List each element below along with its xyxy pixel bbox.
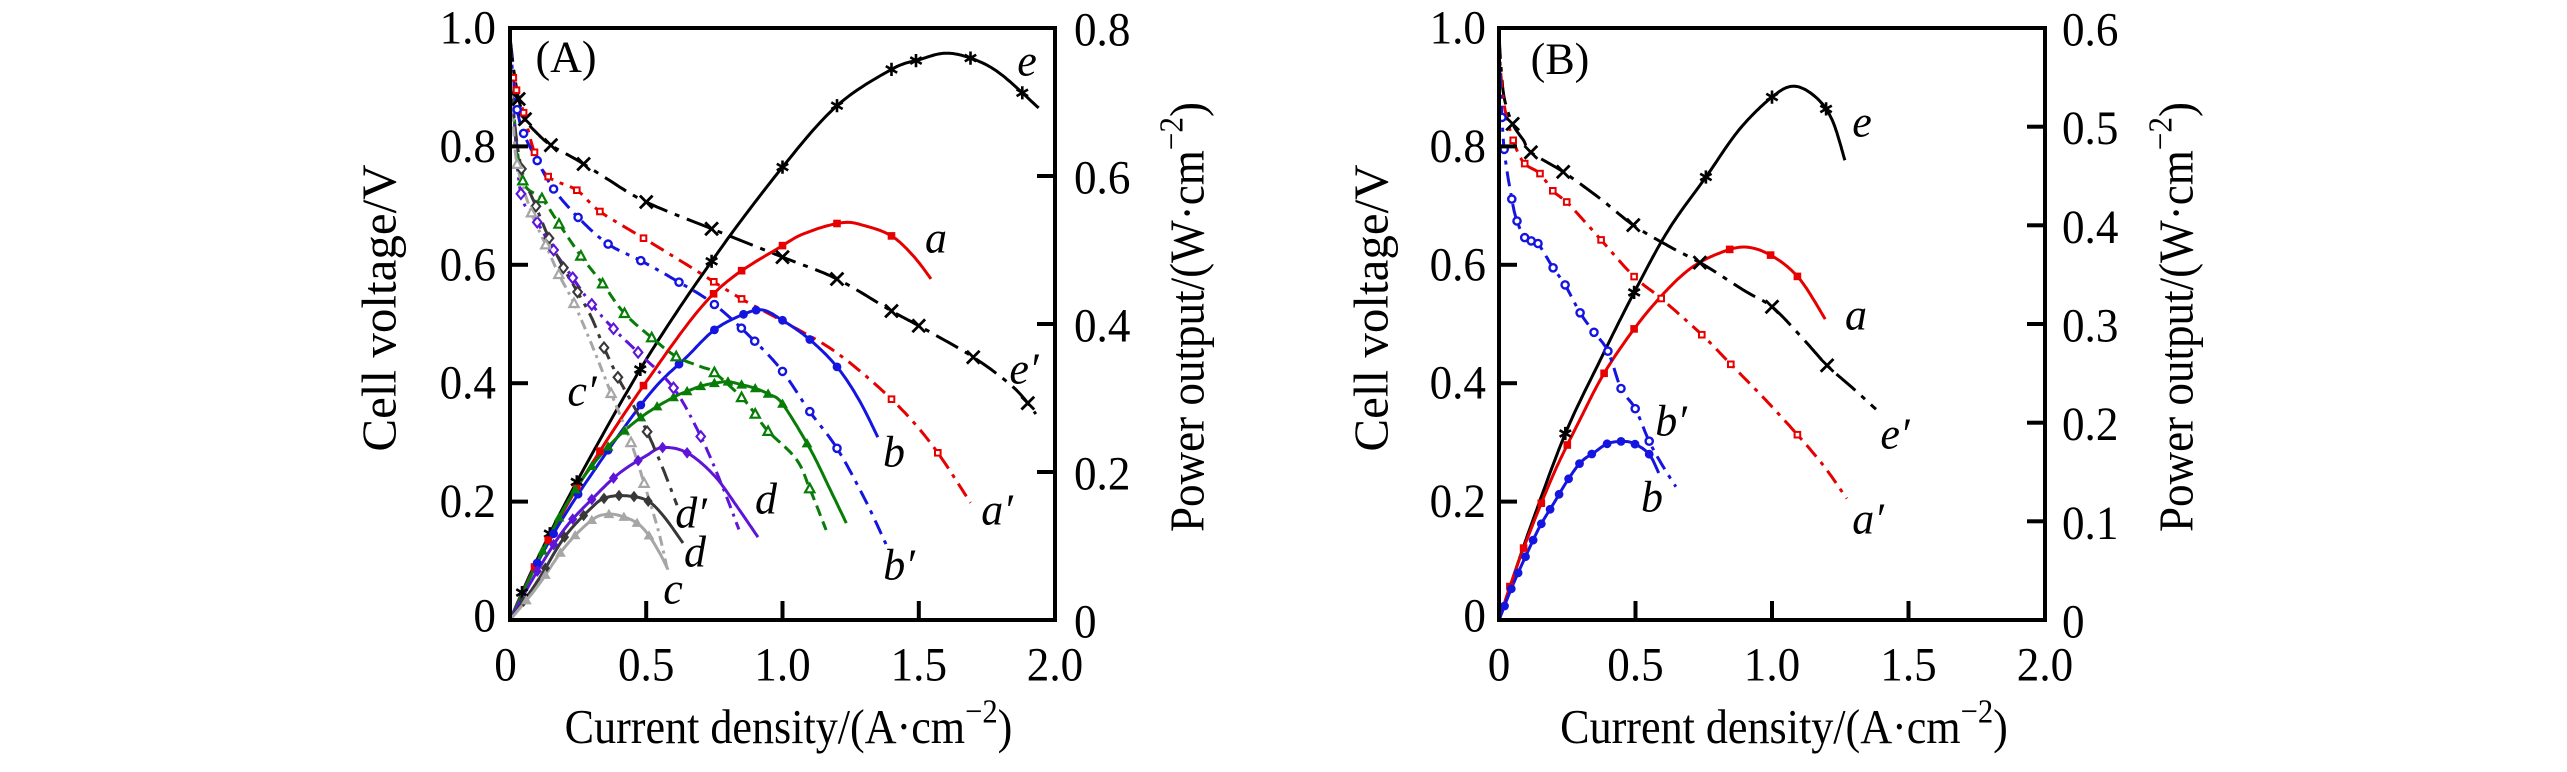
svg-text:Current density/(A·cm−2): Current density/(A·cm−2) [1560,692,2008,754]
svg-text:1.0: 1.0 [754,638,810,692]
svg-text:0: 0 [473,589,496,643]
svg-text:0: 0 [1074,595,1097,649]
svg-text:0.6: 0.6 [1074,151,1130,205]
svg-text:b: b [883,428,905,477]
svg-text:b: b [1641,473,1663,522]
svg-text:1.0: 1.0 [440,1,496,55]
svg-text:0.4: 0.4 [440,356,496,410]
svg-text:Power output/(W·cm−2): Power output/(W·cm−2) [2142,102,2204,532]
svg-text:d: d [755,475,778,524]
svg-text:Cell voltage/V: Cell voltage/V [1344,164,1399,451]
svg-text:(B): (B) [1531,35,1590,84]
svg-text:e: e [1017,37,1037,86]
svg-text:0.2: 0.2 [1074,447,1130,501]
svg-text:0: 0 [2062,595,2085,649]
svg-text:1.0: 1.0 [1430,1,1486,55]
svg-text:0.3: 0.3 [2062,299,2118,353]
svg-text:e′: e′ [1009,345,1040,394]
svg-text:c′: c′ [567,367,598,416]
svg-text:a′: a′ [981,486,1014,535]
svg-text:a′: a′ [1852,495,1885,544]
svg-text:0.4: 0.4 [1074,299,1130,353]
svg-text:0.2: 0.2 [440,475,496,529]
svg-text:Power output/(W·cm−2): Power output/(W·cm−2) [1153,102,1215,532]
svg-text:a: a [925,214,947,263]
svg-text:d′: d′ [675,489,708,538]
svg-text:0.8: 0.8 [440,120,496,174]
svg-text:0.5: 0.5 [1607,638,1663,692]
svg-text:0.5: 0.5 [2062,102,2118,156]
svg-text:c: c [663,565,683,614]
svg-text:b′: b′ [883,541,916,590]
svg-text:0.2: 0.2 [1430,475,1486,529]
svg-text:a: a [1845,291,1867,340]
svg-text:0.8: 0.8 [1430,120,1486,174]
svg-text:0.2: 0.2 [2062,398,2118,452]
svg-text:0: 0 [1488,638,1511,692]
svg-text:0.1: 0.1 [2062,497,2118,551]
svg-text:Current density/(A·cm−2): Current density/(A·cm−2) [565,692,1013,754]
svg-text:0: 0 [494,638,517,692]
svg-text:b′: b′ [1655,397,1688,446]
svg-text:1.0: 1.0 [1744,638,1800,692]
svg-text:0.5: 0.5 [618,638,674,692]
svg-text:0.4: 0.4 [1430,356,1486,410]
svg-text:0.6: 0.6 [440,238,496,292]
svg-text:e′: e′ [1880,410,1911,459]
svg-text:1.5: 1.5 [1880,638,1936,692]
svg-text:Cell voltage/V: Cell voltage/V [352,164,407,451]
svg-text:0.6: 0.6 [1430,238,1486,292]
svg-text:2.0: 2.0 [2017,638,2073,692]
svg-text:d: d [684,528,707,577]
svg-text:0.4: 0.4 [2062,201,2118,255]
svg-text:0: 0 [1463,589,1486,643]
svg-text:0.8: 0.8 [1074,3,1130,57]
svg-text:2.0: 2.0 [1027,638,1083,692]
svg-text:e: e [1852,98,1872,147]
svg-text:(A): (A) [535,33,596,82]
svg-text:0.6: 0.6 [2062,3,2118,57]
svg-text:1.5: 1.5 [891,638,947,692]
